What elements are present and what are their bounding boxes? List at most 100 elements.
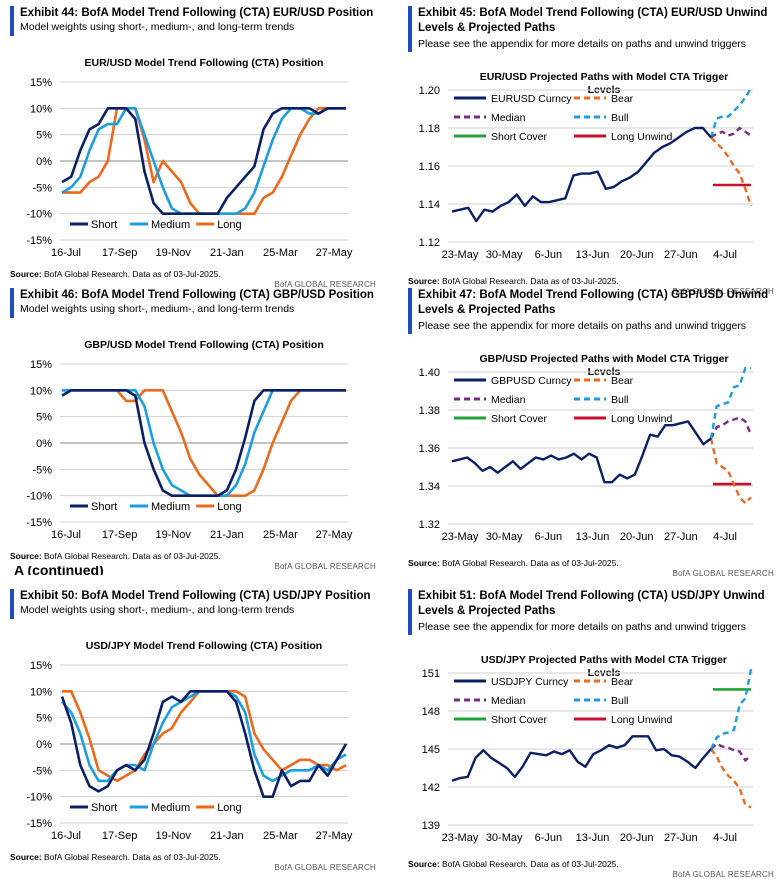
x-tick-label: 30-May [486,832,523,844]
y-tick-label: 148 [422,706,440,718]
x-tick-label: 27-Jun [664,832,698,844]
exhibit-45-panel: Exhibit 45: BofA Model Trend Following (… [408,4,780,296]
x-tick-label: 13-Jun [576,531,610,543]
legend-label: Long Unwind [611,413,672,425]
legend-label: Bull [611,695,629,707]
line-chart: GBP/USD Model Trend Following (CTA) Posi… [26,339,353,541]
exhibit-title: Exhibit 47: BofA Model Trend Following (… [418,289,769,316]
legend-label: Bear [611,375,634,387]
exhibit-accent-bar [408,288,412,334]
brand-footer: BofA GLOBAL RESEARCH [274,280,376,289]
line-chart: USD/JPY Model Trend Following (CTA) Posi… [26,640,353,842]
y-tick-label: 0% [36,739,52,751]
exhibit-accent-bar [408,589,412,635]
brand-footer: BofA GLOBAL RESEARCH [672,287,774,296]
y-tick-label: 15% [30,77,52,89]
exhibit-subtitle: Model weights using short-, medium-, and… [20,303,295,315]
legend-label: Short Cover [491,413,548,425]
y-tick-label: 5% [36,713,52,725]
exhibit-title: Exhibit 45: BofA Model Trend Following (… [418,7,768,34]
brand-footer: BofA GLOBAL RESEARCH [274,562,376,571]
source-note: Source: BofA Global Research. Data as of… [408,276,619,286]
y-tick-label: 1.16 [419,161,440,173]
y-tick-label: 1.40 [419,367,440,379]
series-line-short [61,106,346,215]
exhibit-subtitle: Model weights using short-, medium-, and… [20,21,295,33]
legend-label: Medium [151,501,190,513]
x-tick-label: 25-Mar [263,247,298,259]
y-tick-label: 1.34 [419,481,440,493]
y-tick-label: 5% [36,130,52,142]
x-tick-label: 13-Jun [576,832,610,844]
exhibit-47-panel: Exhibit 47: BofA Model Trend Following (… [408,286,780,578]
source-text: BofA Global Research. Data as of 03-Jul-… [439,558,619,568]
legend-label: Short [91,219,117,231]
y-tick-label: 1.12 [419,237,440,249]
exhibit-subtitle: Please see the appendix for more details… [418,320,747,332]
x-tick-label: 19-Nov [155,247,191,259]
y-tick-label: -15% [26,517,52,529]
source-note: Source: BofA Global Research. Data as of… [10,269,221,279]
legend-label: GBPUSD Curncy [491,375,572,387]
chart-title: GBP/USD Model Trend Following (CTA) Posi… [84,339,324,351]
y-tick-label: -10% [26,209,52,221]
legend-label: Long [217,802,241,814]
x-tick-label: 16-Jul [51,529,81,541]
y-tick-label: 10% [30,385,52,397]
chart-area: GBP/USD Model Trend Following (CTA) Posi… [10,336,382,551]
x-tick-label: 27-Jun [664,531,698,543]
legend-label: Long Unwind [611,131,672,143]
y-tick-label: 151 [422,668,440,680]
x-tick-label: 23-May [442,832,479,844]
y-tick-label: 1.20 [419,85,440,97]
source-note: Source: BofA Global Research. Data as of… [408,859,619,869]
chart-title: USD/JPY Model Trend Following (CTA) Posi… [86,640,322,652]
x-tick-label: 6-Jun [535,832,563,844]
chart-area: EUR/USD Projected Paths with Model CTA T… [408,70,780,270]
x-tick-label: 19-Nov [155,830,191,842]
exhibit-51-panel: Exhibit 51: BofA Model Trend Following (… [408,587,780,879]
x-tick-label: 25-Mar [263,529,298,541]
source-text: BofA Global Research. Data as of 03-Jul-… [439,859,619,869]
projected-path-bear [710,748,752,809]
legend-label: EURUSD Curncy [491,93,572,105]
projected-path-bull [709,668,753,750]
x-tick-label: 30-May [486,531,523,543]
exhibit-accent-bar [10,6,14,36]
legend-label: Short [91,802,117,814]
x-tick-label: 21-Jan [210,529,244,541]
y-tick-label: -15% [26,818,52,830]
x-tick-label: 20-Jun [620,832,654,844]
y-tick-label: 1.32 [419,519,440,531]
source-note: Source: BofA Global Research. Data as of… [408,558,619,568]
y-tick-label: 5% [36,412,52,424]
projected-path-bear [710,136,753,207]
exhibit-accent-bar [10,589,14,619]
exhibit-44-panel: Exhibit 44: BofA Model Trend Following (… [10,4,382,294]
exhibit-50-panel: Exhibit 50: BofA Model Trend Following (… [10,587,382,877]
brand-footer: BofA GLOBAL RESEARCH [672,569,774,578]
x-tick-label: 27-May [316,830,353,842]
source-label: Source: [408,859,440,869]
legend-label: Medium [151,219,190,231]
legend-label: Bear [611,93,634,105]
section-continued-header: A (continued) [14,566,104,575]
x-tick-label: 4-Jul [713,832,737,844]
y-tick-label: -5% [32,182,52,194]
exhibit-title: Exhibit 46: BofA Model Trend Following (… [20,289,374,301]
x-tick-label: 30-May [486,249,523,261]
y-tick-label: 10% [30,686,52,698]
chart-area: EUR/USD Model Trend Following (CTA) Posi… [10,54,382,269]
x-tick-label: 23-May [442,531,479,543]
legend-label: Median [491,695,526,707]
legend-label: Median [491,112,526,124]
exhibit-46-panel: Exhibit 46: BofA Model Trend Following (… [10,286,382,576]
legend-label: Medium [151,802,190,814]
y-tick-label: 1.36 [419,443,440,455]
projected-path-median [710,742,752,763]
exhibit-accent-bar [408,6,412,52]
projected-path-bull [709,87,753,138]
x-tick-label: 21-Jan [210,830,244,842]
source-label: Source: [408,558,440,568]
line-chart: EUR/USD Projected Paths with Model CTA T… [419,71,753,261]
